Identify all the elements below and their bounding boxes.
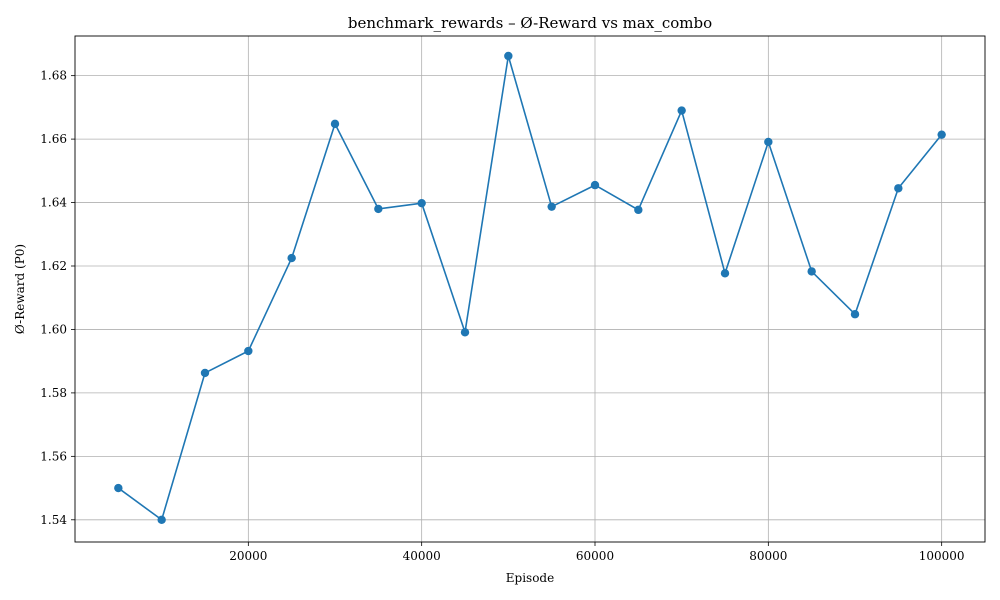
data-point: [547, 202, 556, 211]
x-tick-label: 40000: [403, 549, 441, 563]
grid-lines: [75, 36, 985, 542]
data-point: [850, 310, 860, 319]
data-point: [460, 328, 470, 337]
data-point: [894, 184, 903, 193]
y-axis-label: Ø-Reward (P0): [13, 244, 27, 334]
data-point: [417, 198, 426, 208]
data-point: [244, 346, 253, 356]
data-point: [157, 515, 166, 524]
y-tick-label: 1.56: [40, 449, 67, 463]
data-point: [720, 269, 730, 278]
data-point: [807, 267, 816, 276]
y-tick-label: 1.64: [40, 196, 67, 210]
y-tick-label: 1.66: [40, 132, 67, 146]
data-point: [374, 204, 383, 214]
data-point: [114, 483, 123, 493]
data-point: [330, 119, 340, 129]
data-series: [114, 51, 946, 524]
x-axis-label: Episode: [506, 571, 554, 585]
x-tick-label: 80000: [749, 549, 787, 563]
data-point: [287, 253, 296, 263]
data-point: [634, 205, 643, 215]
plot-area-frame: [74, 35, 986, 543]
data-point: [677, 106, 686, 115]
data-point: [590, 180, 600, 190]
data-point: [937, 130, 946, 139]
y-tick-label: 1.60: [40, 322, 67, 336]
series-line: [117, 55, 943, 521]
y-axis-ticks: 1.54 1.56 1.58 1.60 1.62 1.64 1.66 1.68: [40, 69, 75, 527]
x-tick-label: 20000: [229, 549, 267, 563]
x-tick-label: 100000: [919, 549, 965, 563]
chart-title: benchmark_rewards – Ø-Reward vs max_comb…: [348, 14, 712, 32]
data-point: [764, 137, 773, 147]
data-point: [504, 51, 513, 61]
x-axis-ticks: 20000 40000 60000 80000 100000: [229, 542, 965, 563]
y-tick-label: 1.62: [40, 259, 67, 273]
data-point: [200, 368, 210, 378]
y-tick-label: 1.68: [40, 69, 67, 83]
y-tick-label: 1.54: [40, 513, 67, 527]
y-tick-label: 1.58: [40, 386, 67, 400]
x-tick-label: 60000: [576, 549, 614, 563]
